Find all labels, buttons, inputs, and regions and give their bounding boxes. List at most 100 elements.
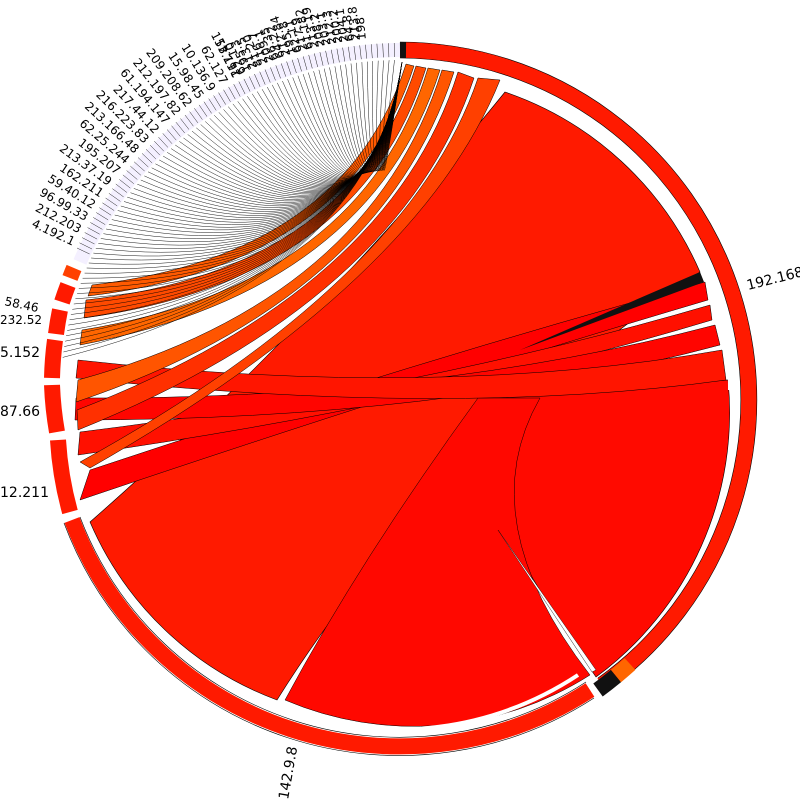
arc-tick (280, 63, 287, 77)
arc-tick (184, 114, 194, 127)
label-left-4: 232.52 (0, 313, 42, 327)
arc-label: 208.2 (307, 12, 328, 49)
arc-tick (314, 53, 318, 68)
arc-tick (154, 140, 165, 152)
arc-label: 200.2 (326, 8, 345, 44)
arc-tick (243, 78, 251, 92)
arc-tick (365, 44, 368, 59)
arc-tick (166, 129, 177, 141)
arc-87-66 (44, 384, 65, 434)
arc-tick (223, 89, 231, 102)
ribbon-orange-2 (76, 71, 475, 431)
arc-tick (248, 76, 256, 90)
ribbon-fan-4 (75, 349, 727, 399)
arc-tick (99, 207, 112, 216)
label-fan: 4.192.1212.20396.99.3359.40.12162.211213… (30, 6, 369, 249)
label-left-5: 58.46 (3, 294, 40, 315)
arc-tick (291, 59, 297, 74)
arc-label: 64.8 (340, 14, 357, 42)
arc-tick (137, 157, 149, 168)
labels: 192.168 142.9.8 12.211 87.66 5.152 232.5… (0, 6, 800, 800)
label-right: 192.168 (745, 264, 800, 294)
arc-tick (180, 118, 190, 130)
arc-tick (254, 73, 261, 87)
arc-label: 213.8 (345, 6, 363, 42)
arc-tick (133, 161, 145, 172)
arc-tick (376, 43, 379, 58)
arc-tick (270, 67, 276, 81)
arc-tick (342, 47, 346, 62)
arc-tick (93, 217, 106, 225)
arc-tick (228, 86, 236, 100)
arc-tick (108, 193, 121, 202)
arc-tick (359, 45, 362, 60)
arc-tick (302, 56, 308, 70)
arc-tick (194, 108, 203, 120)
ribbon-spike (497, 529, 597, 673)
arc-tick (264, 69, 271, 83)
arc-tick (208, 98, 217, 111)
arc-tick (102, 202, 115, 211)
arc-tick (76, 247, 90, 255)
arc-tick (325, 50, 329, 65)
arc-tick (145, 149, 157, 160)
arc-tick (189, 111, 199, 124)
arc-tick (122, 174, 134, 184)
arc-tick (382, 43, 384, 58)
arc-tick (348, 46, 351, 61)
arc-tick (130, 165, 142, 176)
arc-tick (79, 242, 93, 250)
arc-label: 203.1 (313, 10, 333, 46)
thin-chord (383, 59, 403, 171)
ribbon-dark-wedge (520, 272, 704, 350)
arc-tick (353, 45, 357, 60)
arc-tick (308, 54, 313, 69)
ribbon-orange-3 (75, 69, 455, 403)
arc-label: 204.1 (333, 7, 352, 43)
arc-tick (370, 44, 373, 59)
arc-tick (126, 170, 138, 180)
arc-tick (115, 183, 128, 193)
arc-tick (218, 92, 226, 105)
arc-tick (213, 95, 222, 108)
arc-tick (171, 125, 181, 137)
arc-ring (44, 41, 758, 756)
arc-tick (233, 83, 241, 97)
arc-tick (141, 153, 153, 164)
arc-label: 198 (353, 17, 369, 41)
arc-tick (297, 57, 302, 72)
arc-tick (149, 144, 161, 156)
arc-tick (112, 188, 124, 198)
ribbon-orange-4 (79, 67, 441, 346)
arc-tick (275, 65, 281, 79)
arc-192-168 (399, 42, 757, 692)
arc-tick-marks (76, 42, 395, 255)
arc-tick (259, 71, 266, 85)
label-left-3: 5.152 (0, 345, 40, 361)
arc-tick (203, 101, 212, 114)
arc-tick (96, 212, 109, 221)
arc-tick (90, 222, 103, 230)
arc-tick (319, 52, 324, 66)
arc-tick (119, 179, 131, 189)
label-left-1: 12.211 (0, 485, 49, 501)
arc-label: 212.3 (320, 9, 340, 45)
arc-232-52 (48, 308, 68, 336)
arc-tick (81, 237, 95, 245)
arc-5-152 (44, 338, 63, 379)
label-left-2: 87.66 (0, 404, 40, 420)
arc-tick (162, 133, 173, 144)
arc-tick (330, 49, 335, 64)
arc-tick (87, 227, 100, 235)
arc-tick (286, 61, 292, 75)
arc-tick (175, 121, 185, 134)
label-bottom: 142.9.8 (276, 745, 301, 800)
arc-142-9-8 (64, 517, 595, 755)
arc-tick (198, 104, 208, 117)
arc-tick (158, 136, 169, 148)
ribbon-orange-1 (79, 77, 501, 469)
arc-tick (105, 197, 118, 207)
arc-tick (238, 81, 246, 95)
